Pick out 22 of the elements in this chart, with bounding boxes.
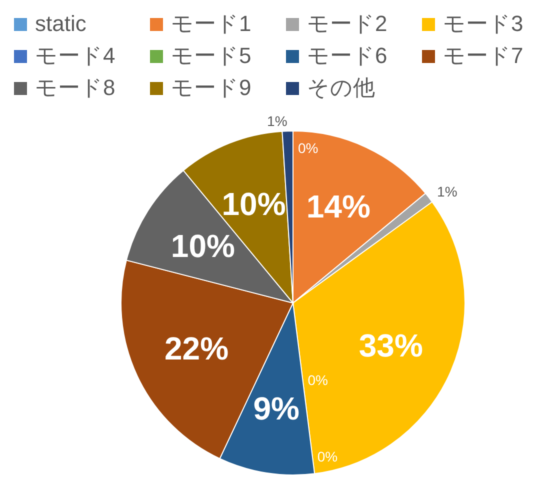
- text: 0%: [298, 140, 318, 156]
- legend-label: static: [35, 10, 86, 38]
- legend-label: モード9: [171, 74, 252, 102]
- legend-label: モード2: [307, 10, 388, 38]
- legend-label: モード8: [35, 74, 116, 102]
- legend-label: モード3: [443, 10, 524, 38]
- data-label: 1%: [437, 183, 458, 200]
- data-label: 10%: [222, 186, 286, 222]
- legend-label: モード6: [307, 42, 388, 70]
- legend-label: モード4: [35, 42, 116, 70]
- legend-label: モード7: [443, 42, 524, 70]
- legend-label: モード1: [171, 10, 252, 38]
- data-label: 14%: [306, 188, 370, 225]
- data-label: 10%: [170, 228, 235, 264]
- data-label: 22%: [164, 330, 229, 366]
- text: 0%: [308, 372, 328, 388]
- text: 0%: [317, 448, 338, 465]
- data-label: 1%: [267, 112, 288, 129]
- data-label: 9%: [253, 390, 300, 426]
- legend-label: その他: [307, 74, 375, 102]
- data-label: 33%: [358, 327, 423, 364]
- legend-label: モード5: [171, 42, 252, 70]
